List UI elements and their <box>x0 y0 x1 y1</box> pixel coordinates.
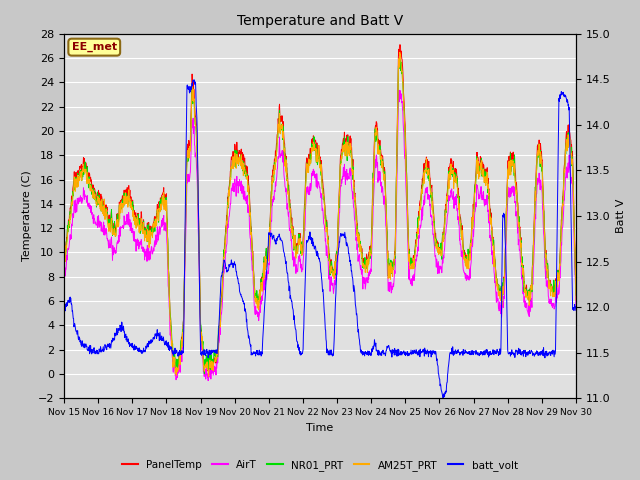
PanelTemp <box>298 241 305 247</box>
NR01_PRT <box>100 206 108 212</box>
AM25T_PRT <box>278 126 285 132</box>
NR01_PRT <box>200 371 208 377</box>
batt_volt <box>60 304 68 310</box>
AM25T_PRT <box>60 263 68 269</box>
Title: Temperature and Batt V: Temperature and Batt V <box>237 14 403 28</box>
Line: PanelTemp: PanelTemp <box>64 45 576 372</box>
AM25T_PRT <box>396 49 404 55</box>
Text: EE_met: EE_met <box>72 42 117 52</box>
batt_volt <box>439 396 447 402</box>
AirT <box>289 248 296 253</box>
PanelTemp <box>60 254 68 260</box>
NR01_PRT <box>120 197 128 203</box>
AM25T_PRT <box>120 197 128 203</box>
batt_volt <box>100 348 108 354</box>
PanelTemp <box>100 200 108 205</box>
batt_volt <box>278 238 285 243</box>
NR01_PRT <box>397 57 404 62</box>
PanelTemp <box>289 222 296 228</box>
X-axis label: Time: Time <box>307 423 333 432</box>
AirT <box>395 87 403 93</box>
PanelTemp <box>205 369 212 375</box>
AM25T_PRT <box>572 298 580 303</box>
PanelTemp <box>278 119 285 124</box>
batt_volt <box>572 308 580 313</box>
AirT <box>120 219 128 225</box>
NR01_PRT <box>289 231 296 237</box>
AirT <box>204 378 212 384</box>
AirT <box>278 153 285 158</box>
NR01_PRT <box>60 253 68 259</box>
AM25T_PRT <box>205 374 212 380</box>
batt_volt <box>289 302 296 308</box>
NR01_PRT <box>572 292 580 298</box>
NR01_PRT <box>352 206 360 212</box>
batt_volt <box>298 352 305 358</box>
Line: batt_volt: batt_volt <box>64 80 576 399</box>
AirT <box>352 230 360 236</box>
Y-axis label: Temperature (C): Temperature (C) <box>22 170 32 262</box>
NR01_PRT <box>278 123 285 129</box>
AirT <box>572 307 580 313</box>
PanelTemp <box>120 192 128 198</box>
batt_volt <box>120 329 128 335</box>
PanelTemp <box>572 290 580 296</box>
batt_volt <box>352 303 360 309</box>
PanelTemp <box>396 42 404 48</box>
batt_volt <box>191 77 198 83</box>
Line: AM25T_PRT: AM25T_PRT <box>64 52 576 377</box>
AM25T_PRT <box>352 207 360 213</box>
Legend: PanelTemp, AirT, NR01_PRT, AM25T_PRT, batt_volt: PanelTemp, AirT, NR01_PRT, AM25T_PRT, ba… <box>118 456 522 475</box>
AM25T_PRT <box>298 244 305 250</box>
PanelTemp <box>352 201 360 207</box>
AirT <box>60 276 68 282</box>
AirT <box>100 219 108 225</box>
Line: NR01_PRT: NR01_PRT <box>64 60 576 374</box>
AM25T_PRT <box>289 225 296 231</box>
Y-axis label: Batt V: Batt V <box>616 199 626 233</box>
Line: AirT: AirT <box>64 90 576 381</box>
AirT <box>298 267 305 273</box>
NR01_PRT <box>298 246 305 252</box>
AM25T_PRT <box>100 213 108 218</box>
